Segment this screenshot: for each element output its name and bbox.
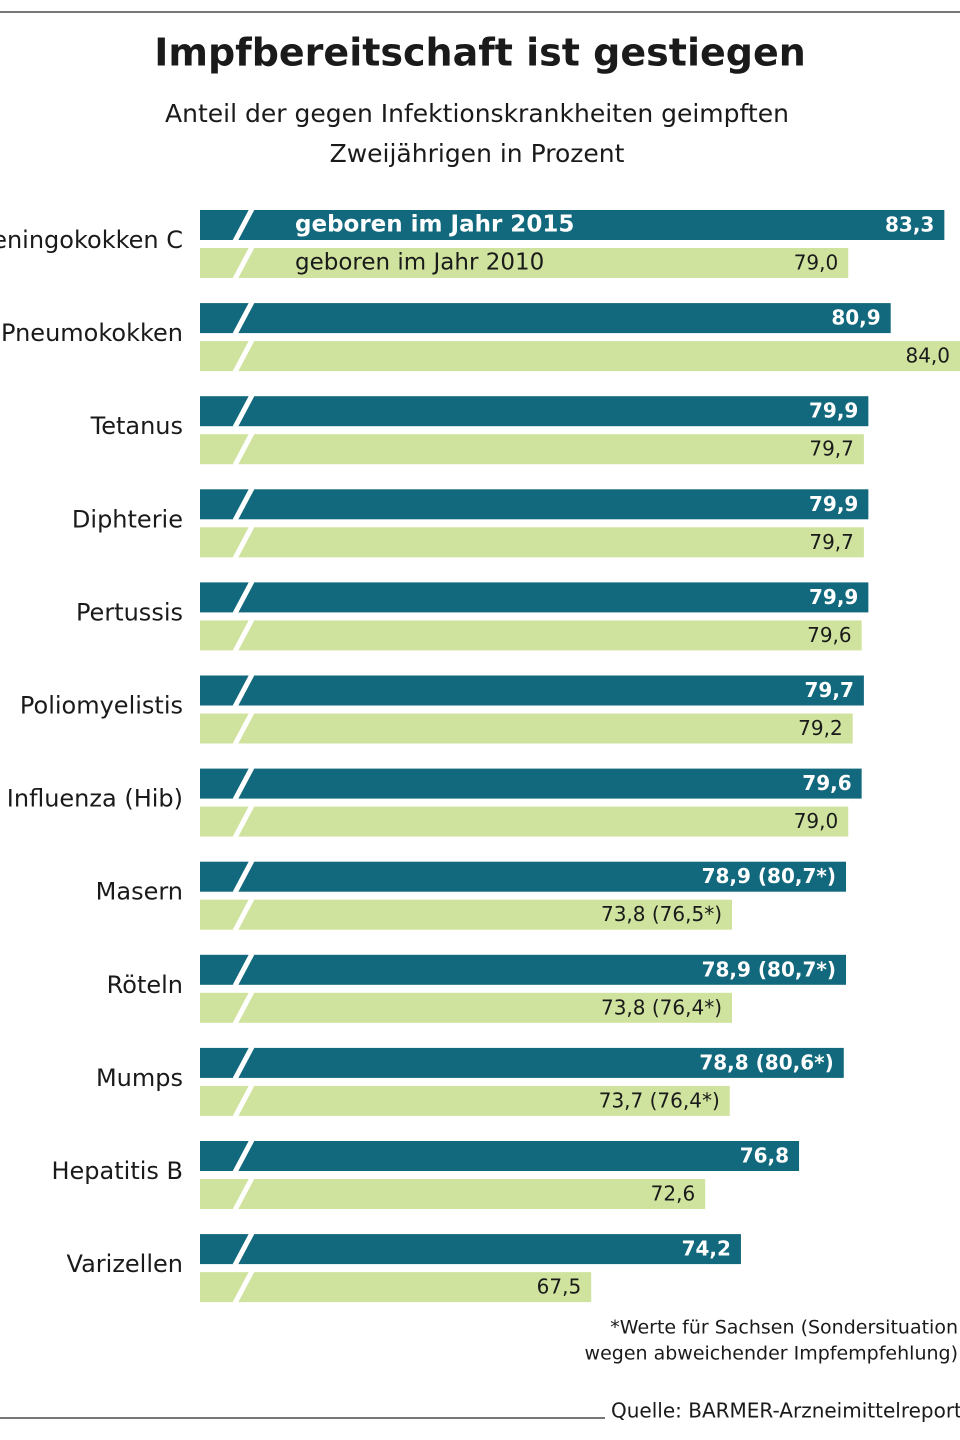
value-label: 79,9 [809, 585, 858, 609]
value-label: 79,6 [802, 771, 851, 795]
bar [200, 210, 945, 240]
source: Quelle: BARMER-Arzneimittelreport [611, 1399, 960, 1423]
category-label: Meningokokken C [0, 226, 183, 254]
value-label: 80,9 [831, 306, 880, 330]
chart-subtitle: Zweijährigen in Prozent [330, 139, 625, 168]
category-label: Varizellen [67, 1250, 183, 1278]
chart-title: Impfbereitschaft ist gestiegen [154, 31, 806, 75]
value-label: 79,6 [807, 623, 852, 647]
axis-break [232, 300, 255, 336]
value-label: 84,0 [905, 344, 950, 368]
bar [200, 1234, 741, 1265]
axis-break [232, 1083, 255, 1119]
axis-break [232, 432, 255, 467]
category-label: Diphterie [72, 505, 183, 533]
bar [200, 396, 869, 427]
bar [200, 582, 869, 613]
axis-break [232, 673, 255, 708]
bar [200, 434, 864, 465]
axis-break [232, 487, 255, 522]
axis-break [232, 207, 255, 243]
value-label: 73,7 (76,4*) [599, 1088, 720, 1112]
axis-break [232, 859, 255, 894]
value-label: 74,2 [682, 1237, 731, 1261]
axis-break [232, 394, 255, 429]
bar [200, 248, 849, 278]
axis-break [232, 990, 255, 1025]
bar [200, 806, 849, 837]
value-label: 72,6 [651, 1182, 696, 1206]
value-label: 79,7 [809, 437, 854, 461]
bar [200, 1272, 592, 1303]
bar [200, 713, 853, 744]
bar [200, 1085, 730, 1116]
category-label: Pneumokokken [1, 319, 183, 347]
axis-break [232, 952, 255, 987]
axis-break [232, 1138, 255, 1174]
bar [200, 620, 862, 651]
bar [200, 992, 732, 1023]
value-label: 78,9 (80,7*) [702, 957, 836, 981]
footnote: *Werte für Sachsen (Sondersituation [610, 1317, 958, 1339]
category-label: Masern [96, 878, 183, 906]
axis-break [232, 618, 255, 653]
value-label: 76,8 [740, 1144, 789, 1168]
bar [200, 1141, 800, 1171]
value-label: 79,0 [794, 809, 839, 833]
bar [200, 768, 862, 799]
bar [200, 489, 869, 520]
bar [200, 341, 960, 372]
bar [200, 954, 846, 985]
axis-break [232, 338, 255, 374]
axis-break [232, 525, 255, 560]
axis-break [232, 580, 255, 615]
category-label: Pertussis [76, 598, 183, 626]
value-label: 83,3 [885, 213, 934, 237]
value-label: 73,8 (76,4*) [601, 995, 722, 1019]
value-label: 67,5 [537, 1275, 582, 1299]
value-label: 79,0 [794, 251, 839, 275]
category-label: Hepatitis B [51, 1157, 183, 1185]
category-label: Influenza (Hib) [7, 785, 183, 813]
axis-break [232, 804, 255, 839]
axis-break [232, 1269, 255, 1305]
axis-break [232, 1176, 255, 1212]
legend-label: geboren im Jahr 2010 [295, 250, 544, 276]
axis-break [232, 711, 255, 746]
value-label: 79,7 [805, 678, 854, 702]
axis-break [232, 1045, 255, 1081]
axis-break [232, 1231, 255, 1267]
bar [200, 527, 864, 558]
bar [200, 861, 846, 892]
bar [200, 1179, 706, 1209]
legend-label: geboren im Jahr 2015 [295, 212, 574, 238]
bar [200, 303, 891, 334]
value-label: 79,7 [809, 530, 854, 554]
axis-break [232, 897, 255, 932]
category-label: Tetanus [90, 412, 183, 440]
bar [200, 899, 732, 930]
axis-break [232, 766, 255, 801]
category-label: Röteln [107, 971, 183, 999]
footnote: wegen abweichender Impfempfehlung) [585, 1343, 958, 1365]
category-label: Poliomyelistis [20, 692, 183, 720]
value-label: 78,8 (80,6*) [699, 1050, 833, 1074]
category-label: Mumps [96, 1064, 183, 1092]
value-label: 79,9 [809, 399, 858, 423]
chart-subtitle: Anteil der gegen Infektionskrankheiten g… [165, 99, 789, 128]
value-label: 79,9 [809, 492, 858, 516]
bar [200, 675, 864, 706]
value-label: 78,9 (80,7*) [702, 864, 836, 888]
axis-break [232, 245, 255, 281]
value-label: 73,8 (76,5*) [601, 902, 722, 926]
bar [200, 1047, 844, 1078]
value-label: 79,2 [798, 716, 843, 740]
